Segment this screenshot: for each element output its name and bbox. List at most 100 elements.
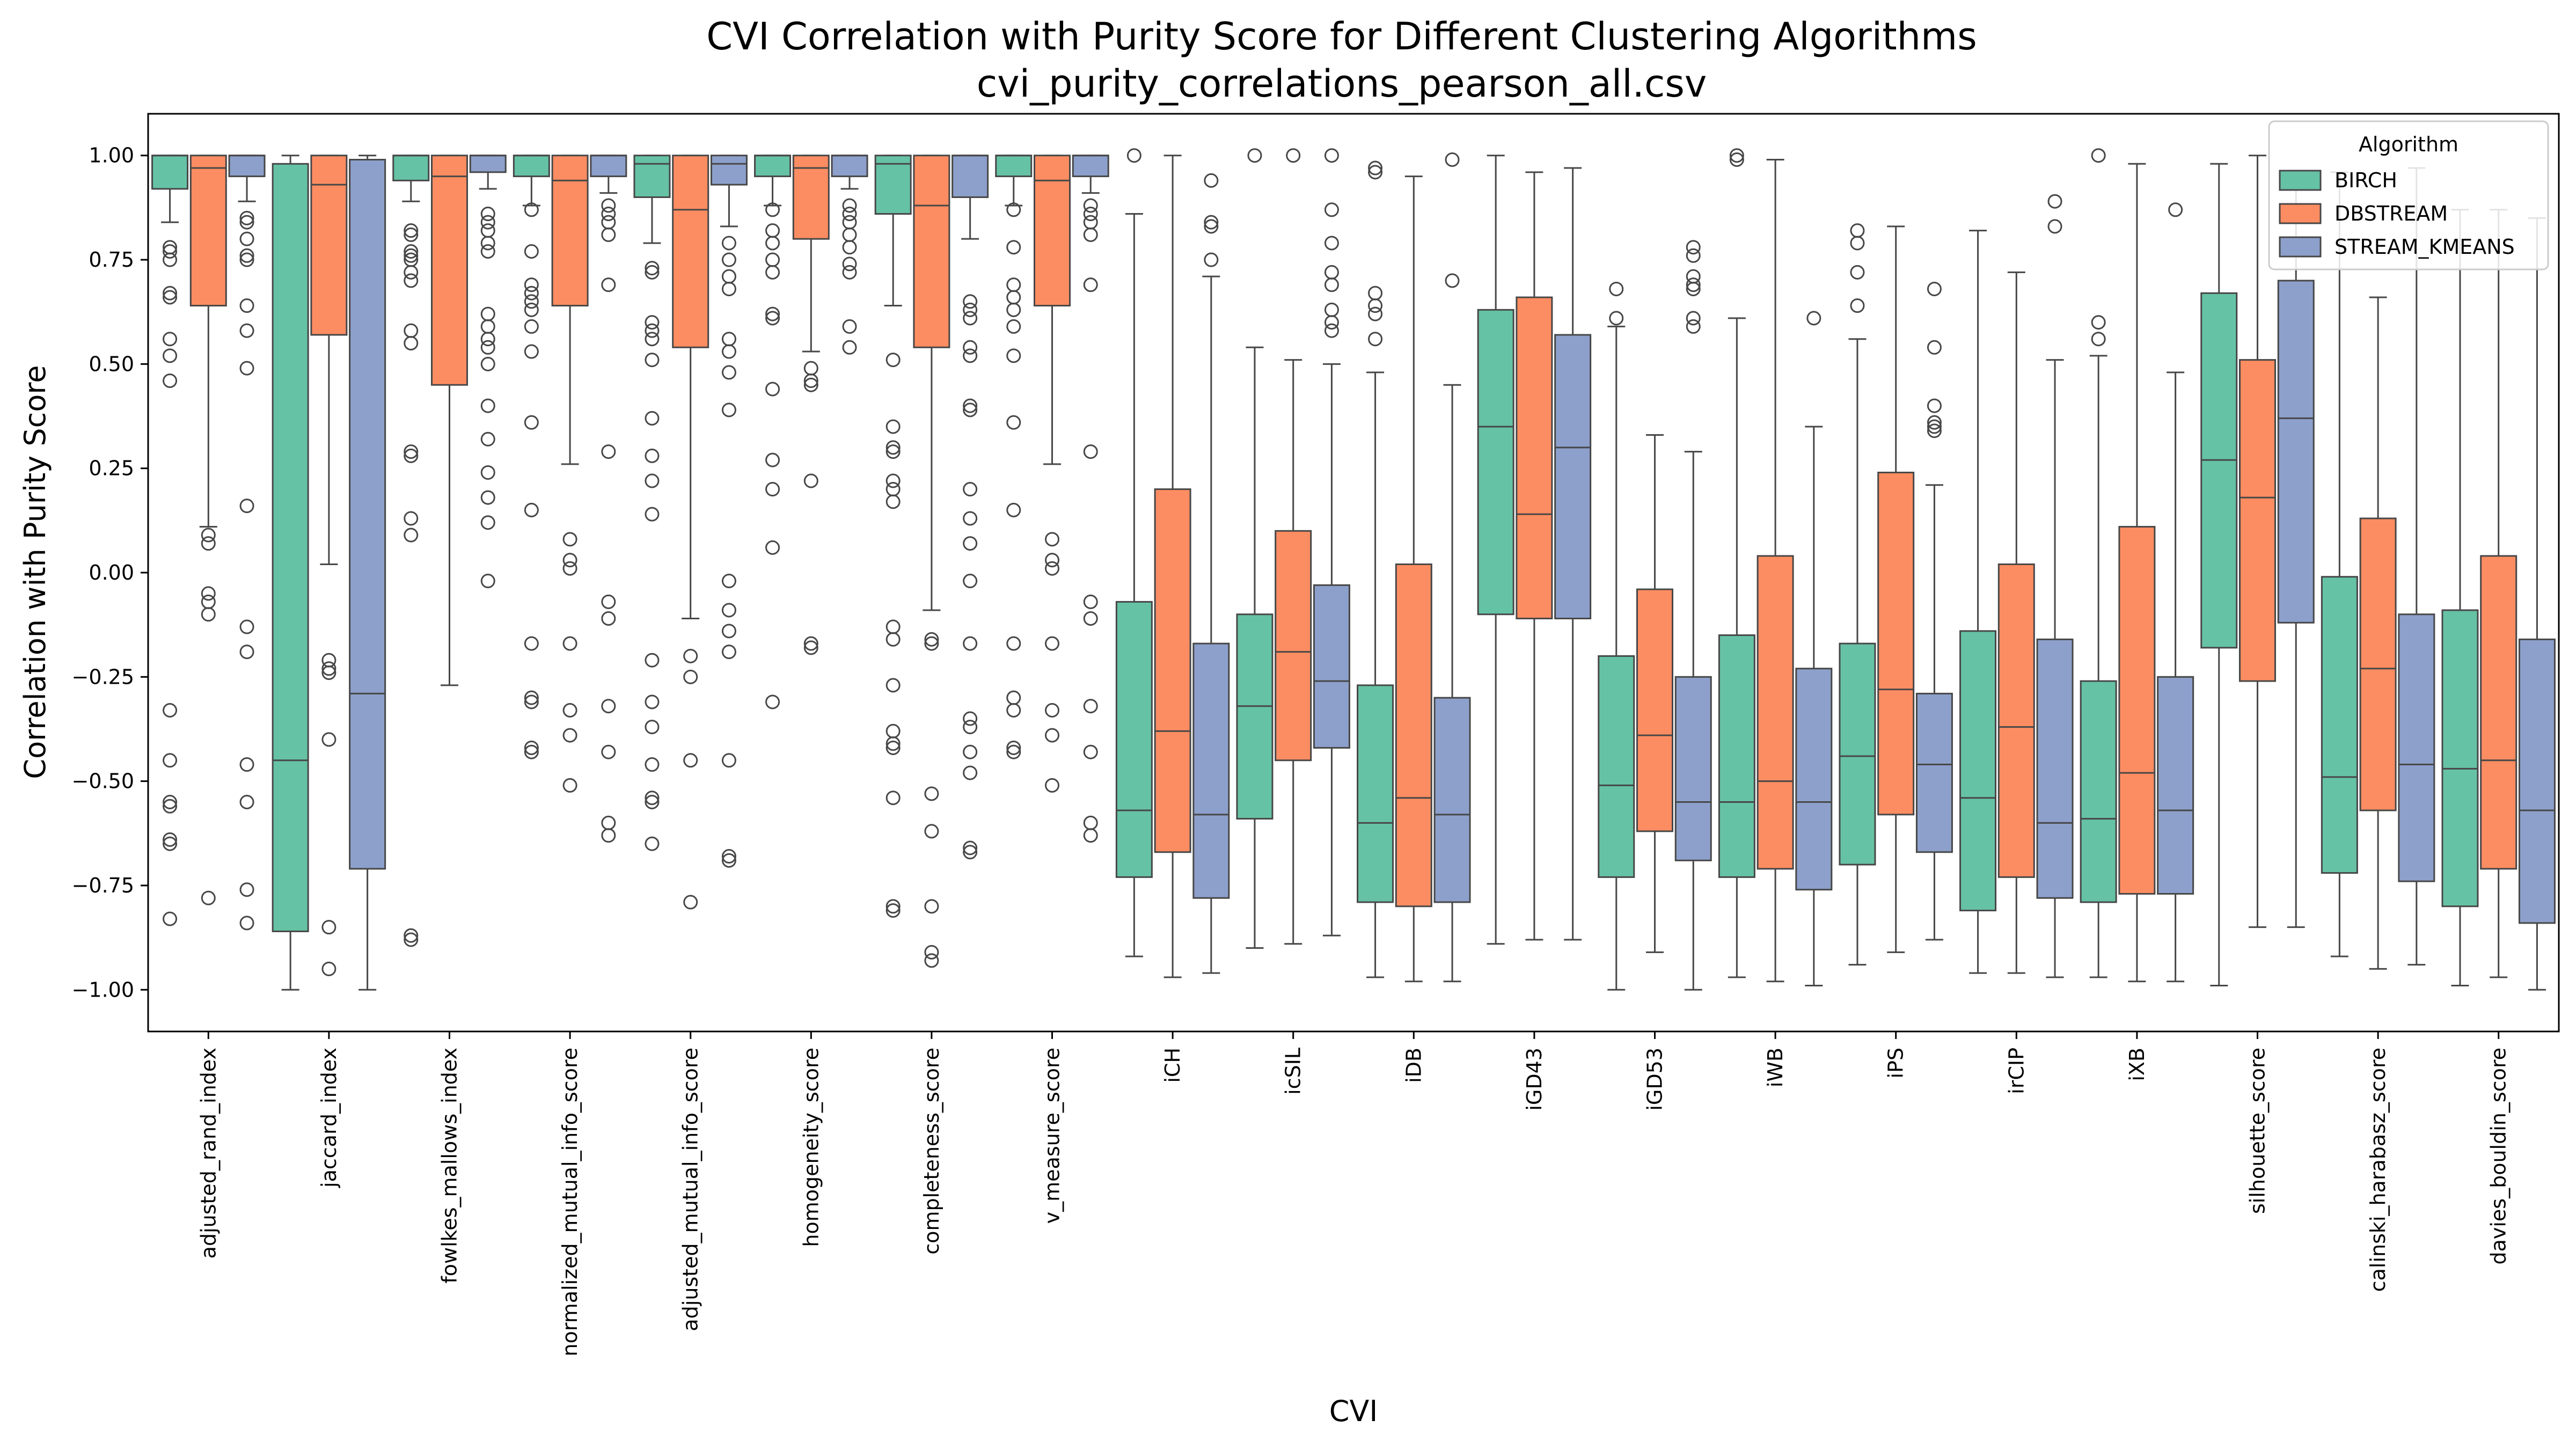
- outlier-point: [842, 340, 857, 355]
- outlier-point: [842, 319, 857, 334]
- outlier-point: [1006, 744, 1021, 759]
- outlier-point: [1324, 236, 1339, 251]
- outlier-point: [1204, 252, 1219, 267]
- x-tick-label: iXB: [2125, 1048, 2149, 1081]
- outlier-point: [645, 261, 660, 276]
- box-stream_kmeans-jaccard_index: [349, 155, 386, 991]
- box-iqr: [831, 155, 868, 178]
- box-birch-iPS: [1839, 223, 1876, 966]
- outlier-point: [924, 786, 939, 801]
- outlier-point: [1083, 277, 1098, 292]
- box-iqr: [1275, 530, 1312, 762]
- x-tick-label: icSIL: [1282, 1048, 1305, 1095]
- outlier-point: [645, 473, 660, 488]
- outlier-point: [1006, 240, 1021, 255]
- box-stream_kmeans-iWB: [1795, 311, 1833, 986]
- x-tick-label: adjusted_mutual_info_score: [679, 1048, 702, 1331]
- outlier-point: [1609, 281, 1624, 296]
- box-iqr: [1839, 642, 1876, 866]
- box-iqr: [2157, 676, 2194, 895]
- outlier-point: [1045, 561, 1059, 576]
- box-iqr: [1795, 668, 1833, 891]
- outlier-point: [885, 791, 901, 806]
- outlier-point: [842, 240, 857, 255]
- box-dbstream-icSIL: [1275, 148, 1312, 945]
- box-iqr: [1477, 309, 1514, 616]
- box-iqr: [2277, 280, 2315, 624]
- outlier-point: [803, 636, 818, 651]
- outlier-point: [885, 736, 901, 751]
- box-iqr: [1115, 601, 1153, 878]
- outlier-point: [163, 286, 178, 301]
- box-dbstream-calinski_harabasz_score: [2359, 296, 2397, 970]
- outlier-point: [645, 332, 660, 347]
- box-iqr: [2200, 292, 2238, 649]
- box-iqr: [2441, 609, 2479, 908]
- outlier-point: [239, 215, 254, 230]
- x-tick-label: completeness_score: [920, 1048, 943, 1255]
- box-iqr: [1313, 584, 1350, 749]
- box-stream_kmeans-icSIL: [1313, 148, 1350, 936]
- outlier-point: [1324, 202, 1339, 217]
- outlier-point: [524, 344, 539, 359]
- legend-swatch: [2279, 236, 2322, 258]
- outlier-point: [601, 611, 616, 626]
- chart-subtitle: cvi_purity_correlations_pearson_all.csv: [977, 62, 1707, 106]
- outlier-point: [645, 757, 660, 772]
- outlier-point: [524, 694, 539, 709]
- legend-label: BIRCH: [2334, 169, 2397, 192]
- outlier-point: [765, 482, 780, 497]
- outlier-point: [1247, 148, 1262, 163]
- outlier-point: [2047, 219, 2062, 234]
- outlier-point: [1609, 311, 1624, 326]
- y-tick-label: −0.25: [72, 665, 134, 689]
- outlier-point: [480, 574, 495, 589]
- outlier-point: [480, 356, 495, 371]
- outlier-point: [1204, 215, 1219, 230]
- outlier-point: [1850, 298, 1865, 313]
- box-iqr: [1915, 692, 1953, 853]
- y-axis-label: Correlation with Purity Score: [18, 365, 52, 779]
- outlier-point: [404, 528, 419, 543]
- outlier-point: [562, 532, 577, 547]
- outlier-point: [645, 265, 660, 280]
- legend-entry-birch: BIRCH: [2279, 169, 2397, 192]
- x-tick-label: calinski_harabasz_score: [2366, 1048, 2390, 1292]
- outlier-point: [404, 248, 419, 263]
- outlier-point: [1445, 152, 1460, 167]
- box-iqr: [431, 155, 468, 386]
- outlier-point: [321, 920, 336, 935]
- outlier-point: [645, 411, 660, 426]
- legend-swatch: [2279, 170, 2322, 191]
- outlier-point: [404, 932, 419, 947]
- outlier-point: [963, 845, 978, 860]
- outlier-point: [924, 899, 939, 914]
- outlier-point: [1850, 265, 1865, 280]
- box-stream_kmeans-davies_bouldin_score: [2518, 217, 2556, 991]
- outlier-point: [645, 353, 660, 368]
- outlier-point: [645, 795, 660, 809]
- box-iqr: [392, 155, 430, 181]
- outlier-point: [1686, 311, 1701, 326]
- outlier-point: [963, 536, 978, 551]
- box-birch-iWB: [1718, 148, 1755, 978]
- box-iqr: [1357, 684, 1394, 903]
- outlier-point: [1083, 611, 1098, 626]
- outlier-point: [524, 502, 539, 517]
- box-iqr: [1192, 642, 1230, 899]
- box-dbstream-irCIP: [1997, 271, 2035, 974]
- outlier-point: [163, 244, 178, 259]
- box-iqr: [590, 155, 627, 178]
- outlier-point: [163, 348, 178, 363]
- box-stream_kmeans-iGD53: [1674, 240, 1712, 991]
- outlier-point: [721, 365, 736, 380]
- outlier-point: [480, 515, 495, 530]
- x-tick-label: jaccard_index: [317, 1048, 341, 1188]
- y-tick-label: 0.75: [89, 248, 134, 272]
- outlier-point: [163, 795, 178, 809]
- box-iqr: [792, 155, 830, 240]
- box-iqr: [1154, 488, 1191, 853]
- outlier-point: [480, 244, 495, 259]
- outlier-point: [1006, 202, 1021, 217]
- outlier-point: [963, 574, 978, 589]
